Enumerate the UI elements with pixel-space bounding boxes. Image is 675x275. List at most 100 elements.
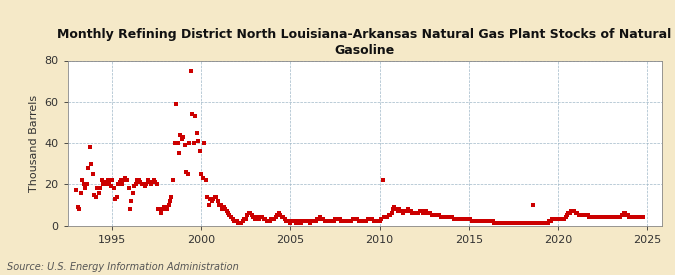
- Point: [304, 221, 315, 226]
- Point: [328, 219, 339, 224]
- Point: [472, 219, 483, 224]
- Point: [348, 217, 358, 222]
- Point: [159, 205, 169, 209]
- Text: Source: U.S. Energy Information Administration: Source: U.S. Energy Information Administ…: [7, 262, 238, 272]
- Point: [589, 215, 599, 219]
- Point: [325, 219, 336, 224]
- Point: [286, 219, 297, 224]
- Point: [128, 190, 138, 195]
- Point: [111, 194, 122, 199]
- Point: [101, 180, 111, 185]
- Point: [452, 217, 462, 222]
- Point: [560, 215, 571, 219]
- Point: [526, 221, 537, 226]
- Point: [242, 213, 252, 218]
- Point: [102, 178, 113, 182]
- Point: [291, 221, 302, 226]
- Point: [126, 199, 137, 203]
- Point: [105, 184, 116, 189]
- Point: [520, 221, 531, 226]
- Point: [632, 215, 643, 219]
- Point: [489, 221, 500, 226]
- Point: [292, 221, 303, 226]
- Point: [321, 219, 331, 224]
- Point: [221, 209, 232, 213]
- Point: [469, 219, 480, 224]
- Point: [545, 219, 556, 224]
- Point: [386, 211, 397, 215]
- Point: [284, 219, 294, 224]
- Point: [365, 217, 376, 222]
- Point: [153, 207, 163, 211]
- Point: [373, 219, 383, 224]
- Point: [230, 219, 241, 224]
- Point: [340, 219, 351, 224]
- Point: [251, 215, 262, 219]
- Point: [276, 215, 287, 219]
- Point: [491, 221, 502, 226]
- Point: [122, 178, 132, 182]
- Point: [596, 215, 607, 219]
- Point: [554, 217, 565, 222]
- Point: [308, 219, 319, 224]
- Point: [477, 219, 487, 224]
- Point: [392, 209, 403, 213]
- Point: [510, 221, 520, 226]
- Point: [410, 211, 421, 215]
- Point: [517, 221, 528, 226]
- Point: [379, 215, 389, 219]
- Point: [72, 205, 83, 209]
- Point: [272, 213, 283, 218]
- Point: [114, 180, 125, 185]
- Point: [428, 213, 439, 218]
- Point: [93, 190, 104, 195]
- Point: [327, 219, 338, 224]
- Point: [199, 141, 210, 145]
- Point: [547, 217, 558, 222]
- Point: [487, 219, 498, 224]
- Point: [282, 219, 293, 224]
- Point: [374, 219, 385, 224]
- Point: [97, 178, 107, 182]
- Point: [245, 211, 256, 215]
- Point: [563, 211, 574, 215]
- Point: [394, 207, 404, 211]
- Point: [627, 215, 638, 219]
- Point: [427, 213, 437, 218]
- Point: [615, 215, 626, 219]
- Point: [115, 178, 126, 182]
- Point: [459, 217, 470, 222]
- Point: [358, 219, 369, 224]
- Point: [508, 221, 519, 226]
- Point: [192, 131, 202, 135]
- Point: [151, 182, 162, 186]
- Point: [431, 213, 441, 218]
- Point: [182, 172, 193, 176]
- Point: [238, 219, 248, 224]
- Point: [544, 219, 555, 224]
- Point: [263, 219, 273, 224]
- Point: [194, 149, 205, 153]
- Point: [485, 219, 495, 224]
- Point: [209, 194, 220, 199]
- Point: [413, 211, 424, 215]
- Point: [223, 211, 234, 215]
- Point: [548, 217, 559, 222]
- Point: [551, 217, 562, 222]
- Point: [331, 217, 342, 222]
- Point: [76, 190, 86, 195]
- Point: [165, 199, 176, 203]
- Point: [269, 217, 279, 222]
- Point: [254, 217, 265, 222]
- Point: [417, 211, 428, 215]
- Point: [542, 221, 553, 226]
- Point: [466, 219, 477, 224]
- Point: [84, 145, 95, 149]
- Point: [107, 178, 117, 182]
- Point: [74, 207, 85, 211]
- Point: [521, 221, 532, 226]
- Point: [266, 217, 277, 222]
- Point: [432, 213, 443, 218]
- Point: [371, 219, 382, 224]
- Point: [350, 217, 361, 222]
